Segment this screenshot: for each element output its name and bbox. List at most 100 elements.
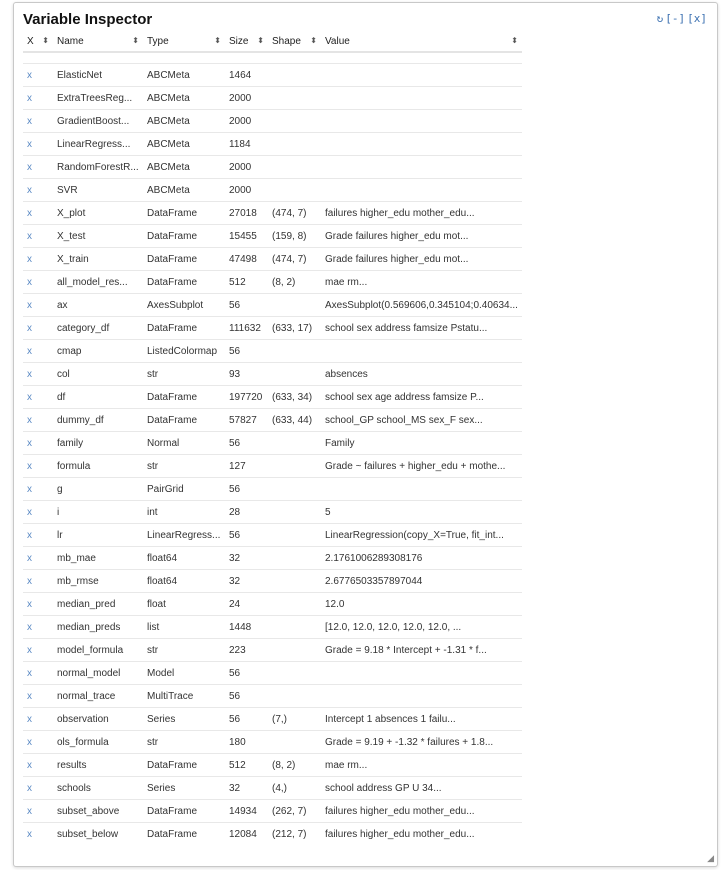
cell-size: 28 [225, 500, 268, 524]
cell-size: 14934 [225, 799, 268, 823]
delete-variable-button[interactable]: x [23, 730, 53, 754]
cell-name: lr [53, 523, 143, 547]
cell-size: 56 [225, 477, 268, 501]
sort-icon[interactable]: ⬍ [132, 36, 139, 45]
delete-variable-button[interactable]: x [23, 86, 53, 110]
delete-variable-button[interactable]: x [23, 293, 53, 317]
cell-value: failures higher_edu mother_edu... [321, 799, 522, 823]
delete-variable-button[interactable]: x [23, 408, 53, 432]
delete-variable-button[interactable]: x [23, 615, 53, 639]
delete-variable-button[interactable]: x [23, 707, 53, 731]
variable-row: x i int 28 5 [23, 500, 522, 524]
delete-variable-button[interactable]: x [23, 109, 53, 133]
header-label: Size [229, 35, 249, 47]
cell-size: 24 [225, 592, 268, 616]
cell-type: float64 [143, 546, 225, 570]
delete-variable-button[interactable]: x [23, 362, 53, 386]
delete-variable-button[interactable]: x [23, 63, 53, 87]
cell-type: ABCMeta [143, 86, 225, 110]
cell-value [321, 178, 522, 202]
cell-shape [268, 155, 321, 179]
sort-icon[interactable]: ⬍ [511, 36, 518, 45]
cell-type: str [143, 362, 225, 386]
delete-variable-button[interactable]: x [23, 431, 53, 455]
cell-size: 1464 [225, 63, 268, 87]
cell-shape: (633, 17) [268, 316, 321, 340]
variable-row: x results DataFrame 512 (8, 2) mae rm... [23, 753, 522, 777]
variable-row: x dummy_df DataFrame 57827 (633, 44) school_G… [23, 408, 522, 432]
delete-variable-button[interactable]: x [23, 638, 53, 662]
cell-name: ElasticNet [53, 63, 143, 87]
variable-row: x ElasticNet ABCMeta 1464 [23, 63, 522, 87]
column-header-size[interactable]: Size ⬍ [225, 31, 268, 53]
sort-icon[interactable]: ⬍ [257, 36, 264, 45]
cell-value: school sex address famsize Pstatu... [321, 316, 522, 340]
cell-shape: (474, 7) [268, 201, 321, 225]
variable-row: x g PairGrid 56 [23, 477, 522, 501]
delete-variable-button[interactable]: x [23, 776, 53, 800]
delete-variable-button[interactable]: x [23, 132, 53, 156]
delete-variable-button[interactable]: x [23, 661, 53, 685]
cell-value: school_GP school_MS sex_F sex... [321, 408, 522, 432]
cell-shape [268, 178, 321, 202]
cell-name: observation [53, 707, 143, 731]
cell-shape [268, 730, 321, 754]
cell-type: DataFrame [143, 408, 225, 432]
cell-size: 111632 [225, 316, 268, 340]
refresh-icon[interactable]: ↻ [656, 12, 664, 25]
cell-shape [268, 569, 321, 593]
delete-variable-button[interactable]: x [23, 178, 53, 202]
variable-inspector-panel: Variable Inspector ↻ [-] [x] X ⬍ Name ⬍ Type… [13, 2, 718, 867]
delete-variable-button[interactable]: x [23, 753, 53, 777]
delete-variable-button[interactable]: x [23, 224, 53, 248]
cell-size: 2000 [225, 155, 268, 179]
cell-name: col [53, 362, 143, 386]
cell-size: 127 [225, 454, 268, 478]
cell-type: float64 [143, 569, 225, 593]
variable-row: x family Normal 56 Family [23, 431, 522, 455]
cell-value [321, 661, 522, 685]
column-header-name[interactable]: Name ⬍ [53, 31, 143, 53]
cell-shape [268, 63, 321, 87]
cell-size: 12084 [225, 822, 268, 845]
delete-variable-button[interactable]: x [23, 316, 53, 340]
cell-size: 2000 [225, 109, 268, 133]
delete-variable-button[interactable]: x [23, 339, 53, 363]
delete-variable-button[interactable]: x [23, 385, 53, 409]
delete-variable-button[interactable]: x [23, 684, 53, 708]
close-button[interactable]: [x] [687, 12, 707, 25]
delete-variable-button[interactable]: x [23, 799, 53, 823]
delete-variable-button[interactable]: x [23, 500, 53, 524]
column-header-shape[interactable]: Shape ⬍ [268, 31, 321, 53]
resize-handle-icon[interactable]: ◢ [707, 853, 714, 863]
delete-variable-button[interactable]: x [23, 270, 53, 294]
column-header-delete[interactable]: X ⬍ [23, 31, 53, 53]
cell-shape: (8, 2) [268, 753, 321, 777]
sort-icon[interactable]: ⬍ [42, 36, 49, 45]
delete-variable-button[interactable]: x [23, 155, 53, 179]
minimize-button[interactable]: [-] [665, 12, 686, 25]
cell-value: school address GP U 34... [321, 776, 522, 800]
delete-variable-button[interactable]: x [23, 569, 53, 593]
column-header-type[interactable]: Type ⬍ [143, 31, 225, 53]
delete-variable-button[interactable]: x [23, 201, 53, 225]
cell-size: 57827 [225, 408, 268, 432]
variable-row: x RandomForestR... ABCMeta 2000 [23, 155, 522, 179]
cell-shape [268, 86, 321, 110]
cell-size: 56 [225, 684, 268, 708]
delete-variable-button[interactable]: x [23, 523, 53, 547]
delete-variable-button[interactable]: x [23, 477, 53, 501]
column-header-value[interactable]: Value ⬍ [321, 31, 522, 53]
cell-shape: (262, 7) [268, 799, 321, 823]
delete-variable-button[interactable]: x [23, 822, 53, 845]
cell-type: DataFrame [143, 822, 225, 845]
delete-variable-button[interactable]: x [23, 546, 53, 570]
delete-variable-button[interactable]: x [23, 454, 53, 478]
cell-size: 56 [225, 431, 268, 455]
sort-icon[interactable]: ⬍ [214, 36, 221, 45]
sort-icon[interactable]: ⬍ [310, 36, 317, 45]
delete-variable-button[interactable]: x [23, 247, 53, 271]
cell-name: df [53, 385, 143, 409]
cell-size: 56 [225, 523, 268, 547]
delete-variable-button[interactable]: x [23, 592, 53, 616]
